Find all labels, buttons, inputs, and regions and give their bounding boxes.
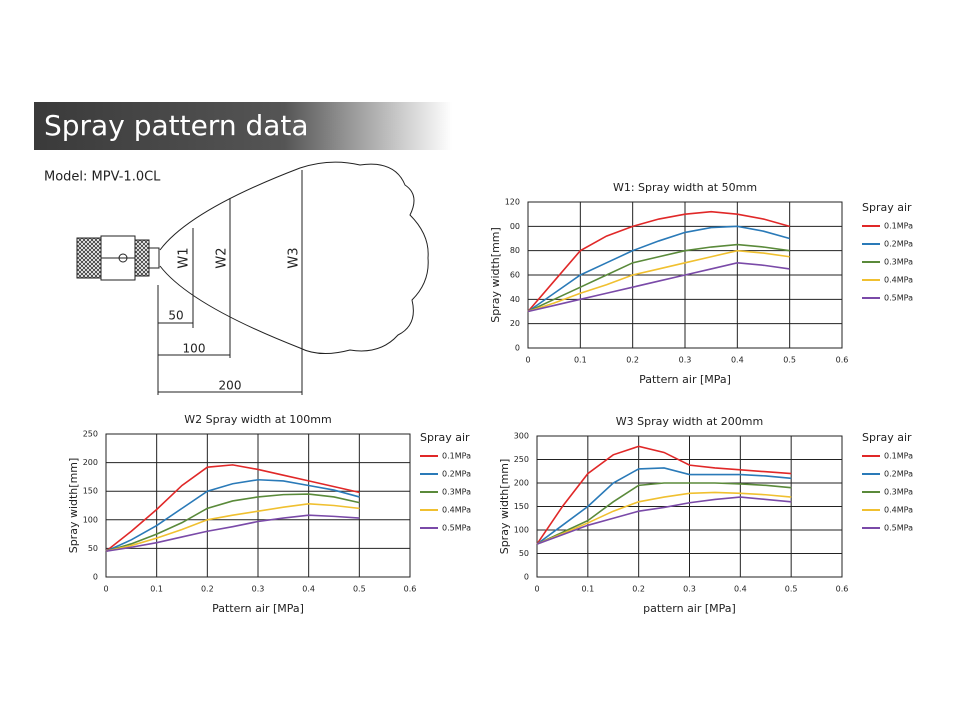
x-tick-label: 0 bbox=[103, 585, 108, 594]
series-line bbox=[536, 467, 792, 545]
legend-label: 0.3MPa bbox=[884, 258, 913, 267]
x-axis-label: pattern air [MPa] bbox=[643, 602, 736, 615]
y-axis-label: Spray width[mm] bbox=[67, 458, 80, 554]
y-tick-label: 0 bbox=[515, 344, 520, 353]
series-line bbox=[536, 482, 792, 545]
legend-label: 0.3MPa bbox=[884, 488, 913, 497]
y-tick-label: 80 bbox=[510, 246, 520, 255]
y-axis-label: Spray width[mm] bbox=[489, 227, 502, 323]
y-tick-label: 50 bbox=[88, 544, 98, 553]
legend-label: 0.5MPa bbox=[442, 524, 471, 533]
legend-label: 0.4MPa bbox=[442, 506, 471, 515]
legend-label: 0.3MPa bbox=[442, 488, 471, 497]
x-tick-label: 0.3 bbox=[252, 585, 265, 594]
chart-title: W1: Spray width at 50mm bbox=[613, 181, 757, 194]
legend-label: 0.5MPa bbox=[884, 294, 913, 303]
x-tick-label: 0 bbox=[525, 356, 530, 365]
x-tick-label: 0.1 bbox=[150, 585, 163, 594]
legend-label: 0.1MPa bbox=[884, 222, 913, 231]
y-tick-label: 00 bbox=[510, 222, 520, 231]
x-axis-label: Pattern air [MPa] bbox=[212, 602, 304, 615]
width-label: W2 bbox=[215, 247, 230, 268]
model-label: Model: MPV-1.0CL bbox=[44, 170, 161, 185]
x-tick-label: 0.5 bbox=[783, 356, 796, 365]
x-tick-label: 0.4 bbox=[302, 585, 315, 594]
series-line bbox=[536, 445, 792, 545]
plot-frame bbox=[536, 435, 843, 578]
series-line bbox=[105, 502, 360, 553]
series-line bbox=[536, 491, 792, 545]
legend-label: 0.5MPa bbox=[884, 524, 913, 533]
chart-title: W2 Spray width at 100mm bbox=[184, 413, 331, 426]
plot-frame bbox=[105, 433, 411, 578]
y-tick-label: 0 bbox=[524, 573, 529, 582]
y-tick-label: 100 bbox=[83, 515, 98, 524]
header-bar bbox=[34, 102, 452, 150]
series-line bbox=[527, 210, 790, 313]
y-tick-label: 20 bbox=[510, 319, 520, 328]
legend-title: Spray air bbox=[862, 201, 912, 214]
distance-label: 50 bbox=[168, 309, 183, 323]
y-tick-label: 150 bbox=[83, 487, 98, 496]
x-tick-label: 0.6 bbox=[836, 585, 849, 594]
y-tick-label: 100 bbox=[514, 526, 529, 535]
legend-label: 0.4MPa bbox=[884, 276, 913, 285]
series-line bbox=[536, 496, 792, 545]
legend-title: Spray air bbox=[420, 431, 470, 444]
x-tick-label: 0.2 bbox=[626, 356, 639, 365]
series-line bbox=[105, 493, 360, 553]
x-axis-label: Pattern air [MPa] bbox=[639, 373, 731, 386]
y-tick-label: 250 bbox=[514, 455, 529, 464]
x-tick-label: 0.2 bbox=[632, 585, 645, 594]
x-tick-label: 0 bbox=[534, 585, 539, 594]
legend-label: 0.2MPa bbox=[884, 240, 913, 249]
legend-label: 0.2MPa bbox=[442, 470, 471, 479]
x-tick-label: 0.5 bbox=[785, 585, 798, 594]
distance-label: 200 bbox=[219, 379, 242, 393]
x-tick-label: 0.6 bbox=[404, 585, 417, 594]
x-tick-label: 0.4 bbox=[734, 585, 747, 594]
plot-frame bbox=[527, 201, 843, 349]
series-line bbox=[105, 514, 360, 553]
y-tick-label: 150 bbox=[514, 502, 529, 511]
y-tick-label: 200 bbox=[83, 458, 98, 467]
x-tick-label: 0.1 bbox=[581, 585, 594, 594]
chart-title: W3 Spray width at 200mm bbox=[616, 415, 763, 428]
legend-label: 0.4MPa bbox=[884, 506, 913, 515]
distance-label: 100 bbox=[183, 342, 206, 356]
page-title: Spray pattern data bbox=[44, 109, 309, 142]
series-line bbox=[527, 262, 790, 313]
x-tick-label: 0.2 bbox=[201, 585, 214, 594]
x-tick-label: 0.3 bbox=[679, 356, 692, 365]
series-line bbox=[105, 464, 360, 552]
x-tick-label: 0.6 bbox=[836, 356, 849, 365]
series-line bbox=[105, 478, 360, 552]
x-tick-label: 0.1 bbox=[574, 356, 587, 365]
y-tick-label: 120 bbox=[505, 198, 520, 207]
y-tick-label: 0 bbox=[93, 573, 98, 582]
y-axis-label: Spray width[mm] bbox=[498, 459, 511, 555]
x-tick-label: 0.5 bbox=[353, 585, 366, 594]
x-tick-label: 0.4 bbox=[731, 356, 744, 365]
legend-label: 0.1MPa bbox=[884, 452, 913, 461]
y-tick-label: 300 bbox=[514, 432, 529, 441]
series-line bbox=[527, 249, 790, 313]
y-tick-label: 200 bbox=[514, 479, 529, 488]
y-tick-label: 60 bbox=[510, 271, 520, 280]
y-tick-label: 50 bbox=[519, 549, 529, 558]
width-label: W3 bbox=[287, 247, 302, 268]
y-tick-label: 40 bbox=[510, 295, 520, 304]
y-tick-label: 250 bbox=[83, 430, 98, 439]
nozzle-diagram bbox=[76, 161, 429, 395]
width-label: W1 bbox=[177, 247, 192, 268]
series-line bbox=[527, 243, 790, 313]
x-tick-label: 0.3 bbox=[683, 585, 696, 594]
legend-label: 0.1MPa bbox=[442, 452, 471, 461]
legend-label: 0.2MPa bbox=[884, 470, 913, 479]
series-line bbox=[527, 225, 790, 313]
legend-title: Spray air bbox=[862, 431, 912, 444]
